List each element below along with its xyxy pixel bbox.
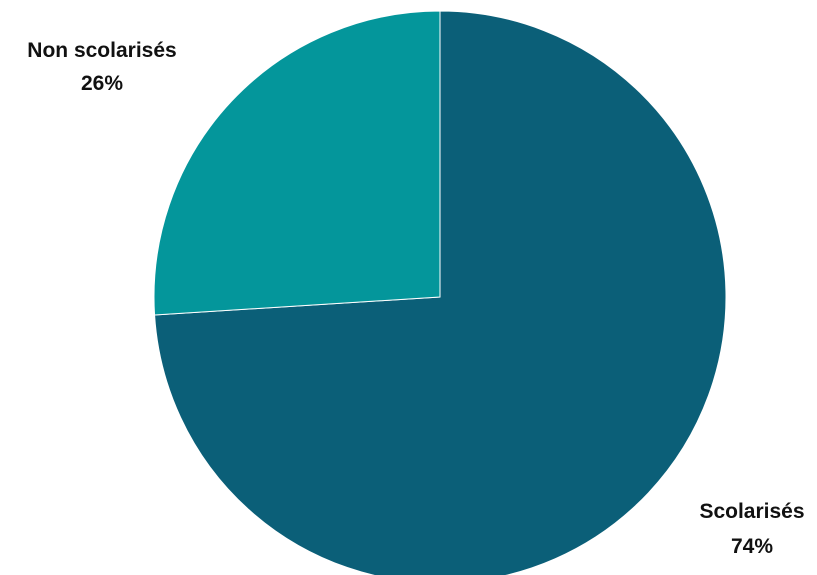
slice-label-non-scolarises: Non scolarisés: [27, 39, 176, 62]
pie-labels: Non scolarisés 26% Scolarisés 74%: [27, 39, 804, 558]
slice-value-non-scolarises: 26%: [81, 72, 123, 95]
pie-slice-non-scolarises: [153, 10, 441, 316]
pie-slices: [153, 10, 727, 575]
slice-value-scolarises: 74%: [731, 535, 773, 558]
slice-label-scolarises: Scolarisés: [699, 500, 804, 523]
